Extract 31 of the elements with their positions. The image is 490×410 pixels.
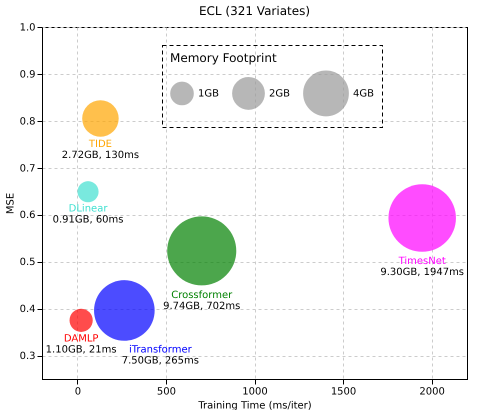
data-label: 1.10GB, 21ms bbox=[46, 344, 117, 356]
data-label: 7.50GB, 265ms bbox=[122, 356, 199, 367]
y-tick-label: 0.7 bbox=[20, 163, 36, 174]
chart-title: ECL (321 Variates) bbox=[198, 4, 310, 18]
data-label: 9.74GB, 702ms bbox=[163, 300, 240, 312]
y-tick-label: 1.0 bbox=[20, 22, 36, 34]
series-label: TIDE bbox=[88, 139, 112, 150]
data-label: 0.91GB, 60ms bbox=[52, 214, 124, 226]
x-tick-label: 2000 bbox=[419, 386, 445, 398]
x-tick-label: 500 bbox=[156, 386, 176, 398]
data-label: 9.30GB, 1947ms bbox=[380, 267, 464, 278]
y-tick-label: 0.6 bbox=[20, 210, 36, 222]
x-tick-label: 1500 bbox=[330, 386, 356, 398]
x-tick-label: 1000 bbox=[242, 386, 268, 398]
legend-label: 4GB bbox=[353, 88, 374, 100]
y-tick-label: 0.9 bbox=[20, 69, 36, 80]
data-label: 2.72GB, 130ms bbox=[62, 150, 140, 162]
series-label: TimesNet bbox=[398, 256, 446, 268]
y-tick-label: 0.5 bbox=[20, 257, 36, 268]
x-tick-label: 0 bbox=[74, 386, 82, 398]
y-tick-label: 0.3 bbox=[20, 351, 36, 362]
series-label: Crossformer bbox=[171, 290, 234, 301]
legend-label: 2GB bbox=[269, 88, 290, 100]
legend-label: 1GB bbox=[198, 88, 220, 100]
series-label: DLinear bbox=[68, 204, 108, 215]
legend-title: Memory Footprint bbox=[170, 51, 277, 65]
y-tick-label: 0.8 bbox=[20, 116, 36, 128]
y-tick-label: 0.4 bbox=[20, 304, 36, 316]
series-label: DAMLP bbox=[64, 333, 98, 344]
series-label: iTransformer bbox=[128, 344, 193, 356]
y-axis-title: MSE bbox=[6, 192, 17, 214]
